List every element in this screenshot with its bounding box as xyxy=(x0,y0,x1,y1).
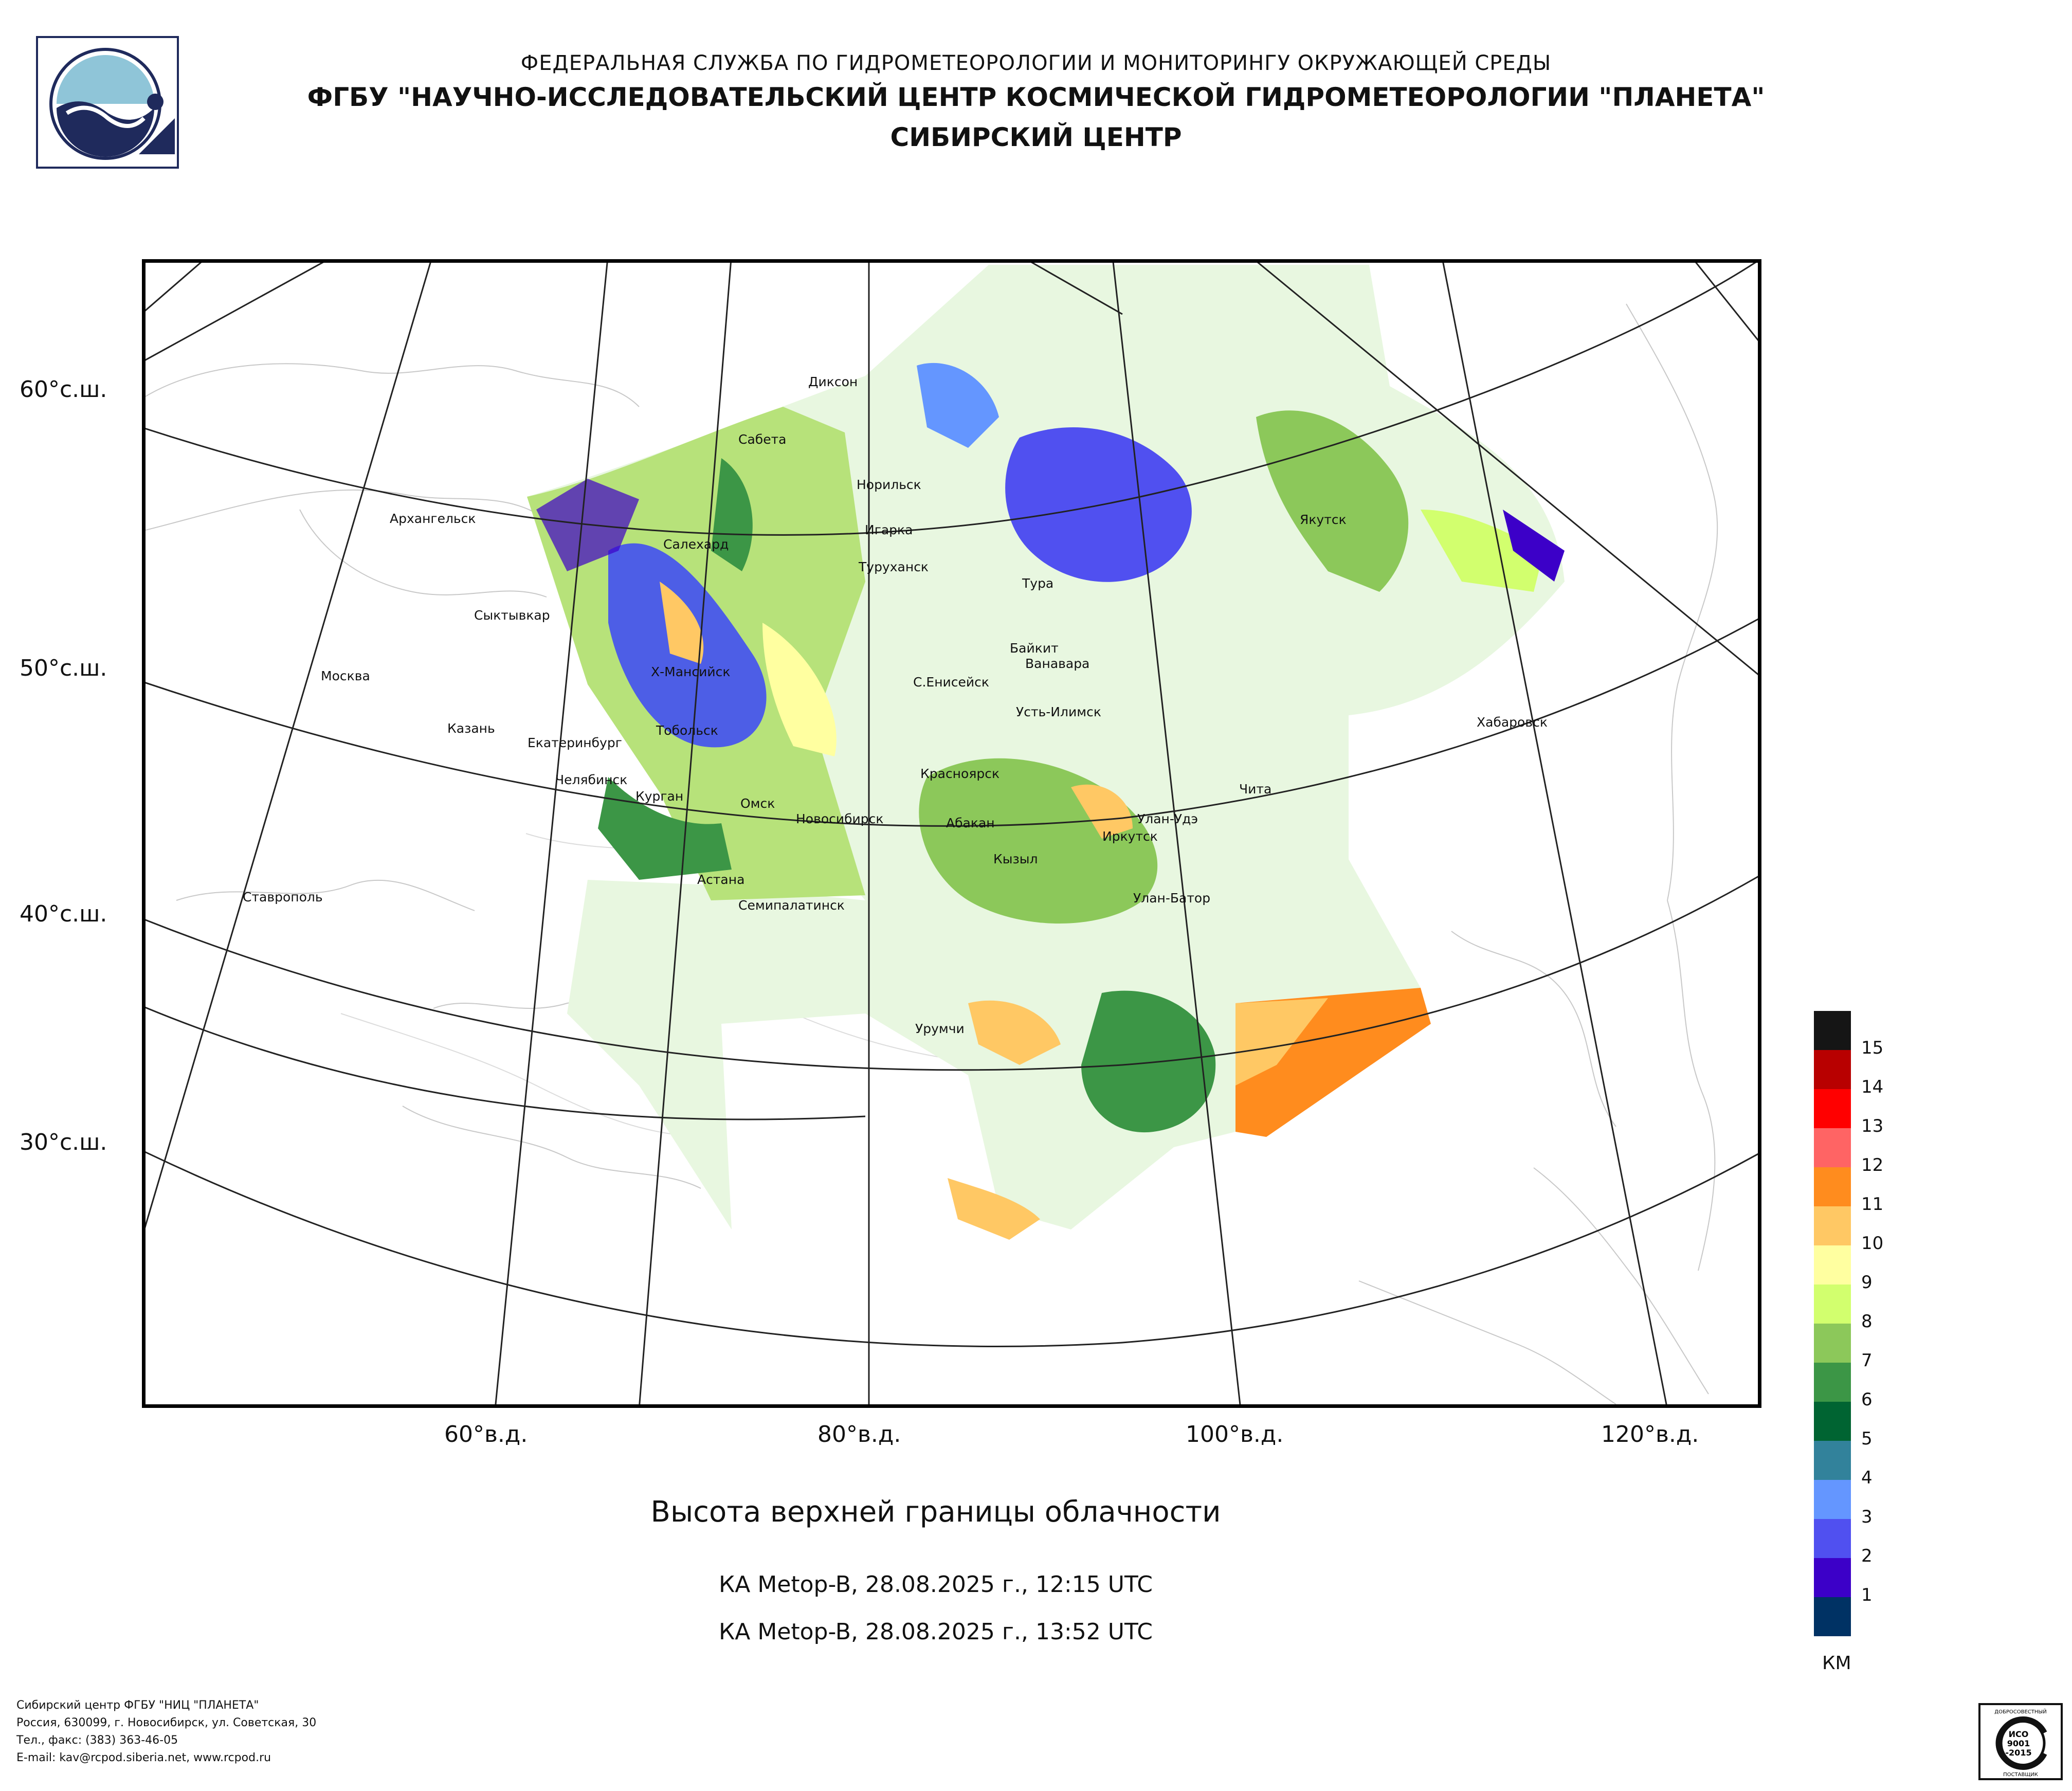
legend-unit: КМ xyxy=(1822,1653,1851,1674)
footer-line: Сибирский центр ФГБУ "НИЦ "ПЛАНЕТА" xyxy=(16,1699,259,1712)
satellite-pass: КА Metop-B, 28.08.2025 г., 13:52 UTC xyxy=(719,1619,1153,1645)
legend-swatch xyxy=(1814,1167,1851,1206)
branch-title: СИБИРСКИЙ ЦЕНТР xyxy=(890,122,1182,152)
city-label: Новосибирск xyxy=(796,811,884,826)
city-label: Казань xyxy=(447,721,495,736)
city-label: Омск xyxy=(740,796,775,811)
agency-title: ФЕДЕРАЛЬНАЯ СЛУЖБА ПО ГИДРОМЕТЕОРОЛОГИИ … xyxy=(520,51,1552,75)
legend-swatch xyxy=(1814,1480,1851,1519)
center-title: ФГБУ "НАУЧНО-ИССЛЕДОВАТЕЛЬСКИЙ ЦЕНТР КОС… xyxy=(307,82,1765,112)
city-label: Хабаровск xyxy=(1477,715,1548,730)
city-label: Кызыл xyxy=(993,852,1038,866)
city-label: Красноярск xyxy=(920,766,1000,781)
legend-swatch xyxy=(1814,1558,1851,1597)
city-label: Ставрополь xyxy=(243,890,323,904)
legend-swatch xyxy=(1814,1128,1851,1167)
legend-label: 10 xyxy=(1861,1233,1884,1254)
city-label: Х-Мансийск xyxy=(651,664,731,679)
legend-label: 13 xyxy=(1861,1116,1884,1136)
legend-label: 2 xyxy=(1861,1546,1873,1566)
lon-label: 60°в.д. xyxy=(444,1421,528,1448)
legend-swatch xyxy=(1814,1363,1851,1402)
city-label: Игарка xyxy=(865,522,913,537)
map-caption: Высота верхней границы облачности xyxy=(650,1495,1221,1529)
legend-label: 14 xyxy=(1861,1077,1884,1097)
cloud-swath xyxy=(527,265,1565,1240)
legend-label: 11 xyxy=(1861,1194,1884,1215)
legend-label: 1 xyxy=(1861,1585,1873,1605)
city-label: Усть-Илимск xyxy=(1016,704,1101,719)
svg-text:-2015: -2015 xyxy=(2005,1748,2031,1758)
svg-text:ДОБРОСОВЕСТНЫЙ: ДОБРОСОВЕСТНЫЙ xyxy=(1994,1708,2046,1715)
planeta-logo xyxy=(36,36,179,169)
footer-line: Россия, 630099, г. Новосибирск, ул. Сове… xyxy=(16,1716,317,1729)
lat-label: 50°с.ш. xyxy=(20,655,107,681)
legend-label: 9 xyxy=(1861,1272,1873,1293)
legend-label: 4 xyxy=(1861,1468,1873,1488)
city-label: Сабета xyxy=(738,432,787,447)
footer-line: E-mail: kav@rcpod.siberia.net, www.rcpod… xyxy=(16,1751,271,1764)
legend-swatch xyxy=(1814,1519,1851,1558)
city-label: Чита xyxy=(1239,782,1272,797)
lat-label: 40°с.ш. xyxy=(20,901,107,927)
legend-label: 5 xyxy=(1861,1428,1873,1449)
map-frame xyxy=(142,259,1761,1408)
height-legend xyxy=(1814,1011,1851,1636)
city-label: Байкит xyxy=(1010,641,1059,656)
city-label: Курган xyxy=(635,789,684,804)
legend-label: 12 xyxy=(1861,1155,1884,1175)
graticule xyxy=(146,263,1758,1404)
city-label: Салехард xyxy=(663,537,729,552)
lon-label: 80°в.д. xyxy=(817,1421,901,1448)
city-label: Туруханск xyxy=(859,559,929,574)
legend-label: 15 xyxy=(1861,1038,1884,1058)
legend-swatch xyxy=(1814,1324,1851,1363)
legend-label: 6 xyxy=(1861,1389,1873,1410)
city-label: Якутск xyxy=(1300,512,1347,527)
city-label: Иркутск xyxy=(1102,829,1158,844)
legend-swatch xyxy=(1814,1597,1851,1636)
footer-contacts: Сибирский центр ФГБУ "НИЦ "ПЛАНЕТА" Росс… xyxy=(16,1697,316,1767)
city-label: Абакан xyxy=(946,816,995,830)
legend-swatch xyxy=(1814,1206,1851,1245)
satellite-pass: КА Metop-B, 28.08.2025 г., 12:15 UTC xyxy=(719,1571,1153,1598)
city-label: Тобольск xyxy=(656,723,718,738)
city-label: Екатеринбург xyxy=(528,735,622,750)
lat-label: 60°с.ш. xyxy=(20,376,107,403)
lon-label: 100°в.д. xyxy=(1186,1421,1284,1448)
legend-swatch xyxy=(1814,1011,1851,1050)
svg-text:ПОСТАВЩИК: ПОСТАВЩИК xyxy=(2003,1772,2038,1778)
city-label: Тура xyxy=(1022,576,1054,591)
svg-text:ИСО: ИСО xyxy=(2009,1729,2029,1739)
iso-badge: ДОБРОСОВЕСТНЫЙ ИСО 9001 -2015 ПОСТАВЩИК xyxy=(1978,1703,2063,1780)
svg-text:9001: 9001 xyxy=(2007,1739,2030,1748)
city-label: Урумчи xyxy=(915,1021,965,1036)
city-label: Челябинск xyxy=(555,772,628,787)
lon-label: 120°в.д. xyxy=(1601,1421,1699,1448)
city-label: Москва xyxy=(321,668,370,683)
city-label: Астана xyxy=(697,872,745,887)
legend-label: 7 xyxy=(1861,1350,1873,1371)
legend-swatch xyxy=(1814,1285,1851,1324)
city-label: Архангельск xyxy=(390,511,476,526)
map-canvas xyxy=(146,263,1758,1404)
footer-line: Тел., факс: (383) 363-46-05 xyxy=(16,1734,178,1747)
city-label: Улан-Батор xyxy=(1133,891,1211,906)
city-label: Диксон xyxy=(808,374,858,389)
city-label: Сыктывкар xyxy=(474,608,550,623)
city-label: Норильск xyxy=(857,477,921,492)
legend-swatch xyxy=(1814,1050,1851,1089)
legend-swatch xyxy=(1814,1245,1851,1285)
city-label: Семипалатинск xyxy=(738,898,845,913)
legend-label: 3 xyxy=(1861,1507,1873,1527)
city-label: С.Енисейск xyxy=(913,675,990,690)
legend-swatch xyxy=(1814,1441,1851,1480)
lat-label: 30°с.ш. xyxy=(20,1129,107,1155)
legend-swatch xyxy=(1814,1402,1851,1441)
legend-swatch xyxy=(1814,1089,1851,1128)
legend-label: 8 xyxy=(1861,1311,1873,1332)
city-label: Ванавара xyxy=(1025,656,1090,671)
city-label: Улан-Удэ xyxy=(1137,811,1198,826)
